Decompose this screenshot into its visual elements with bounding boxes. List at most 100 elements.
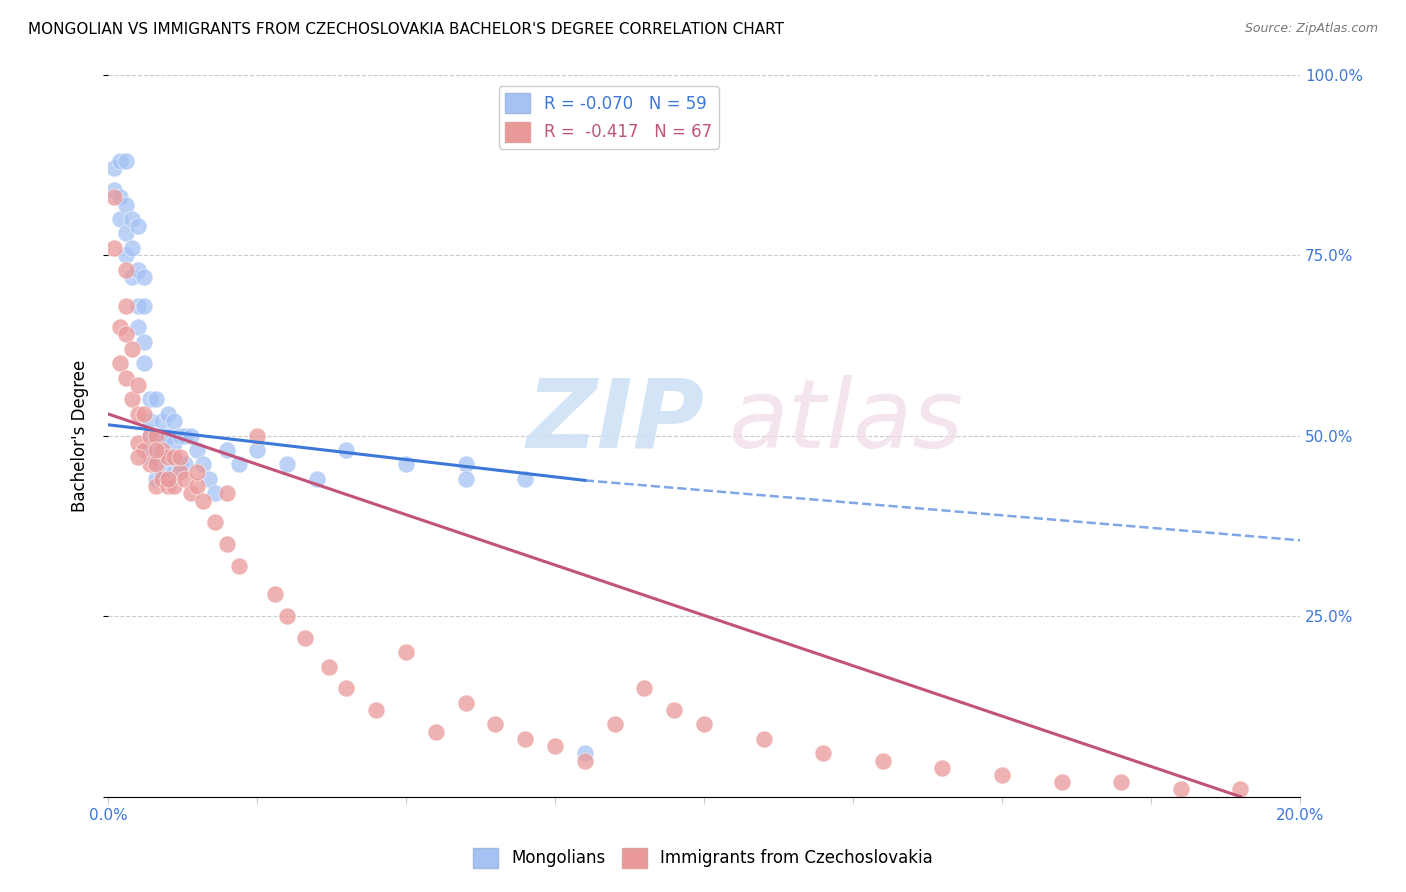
Point	[127, 299, 149, 313]
Point	[515, 472, 537, 486]
Point	[217, 486, 239, 500]
Point	[193, 493, 215, 508]
Point	[145, 450, 167, 465]
Point	[991, 768, 1014, 782]
Point	[1229, 782, 1251, 797]
Point	[454, 458, 477, 472]
Point	[180, 486, 202, 500]
Point	[1109, 775, 1132, 789]
Point	[108, 320, 131, 334]
Point	[204, 515, 226, 529]
Point	[156, 479, 179, 493]
Point	[204, 486, 226, 500]
Point	[138, 414, 160, 428]
Point	[156, 472, 179, 486]
Point	[108, 190, 131, 204]
Text: Source: ZipAtlas.com: Source: ZipAtlas.com	[1244, 22, 1378, 36]
Point	[198, 472, 221, 486]
Point	[115, 197, 138, 211]
Point	[132, 269, 155, 284]
Point	[132, 407, 155, 421]
Point	[115, 227, 138, 241]
Point	[335, 681, 357, 696]
Point	[174, 458, 197, 472]
Point	[264, 587, 287, 601]
Point	[872, 754, 894, 768]
Point	[138, 458, 160, 472]
Point	[335, 443, 357, 458]
Point	[693, 717, 716, 731]
Point	[454, 472, 477, 486]
Point	[127, 378, 149, 392]
Point	[169, 465, 191, 479]
Point	[366, 703, 388, 717]
Point	[156, 428, 179, 442]
Point	[156, 472, 179, 486]
Point	[180, 428, 202, 442]
Point	[1170, 782, 1192, 797]
Point	[108, 211, 131, 226]
Point	[132, 299, 155, 313]
Point	[169, 428, 191, 442]
Point	[103, 183, 125, 197]
Point	[127, 435, 149, 450]
Point	[186, 479, 208, 493]
Point	[156, 450, 179, 465]
Point	[150, 414, 173, 428]
Point	[603, 717, 626, 731]
Text: atlas: atlas	[728, 375, 963, 467]
Point	[186, 443, 208, 458]
Point	[484, 717, 506, 731]
Point	[132, 443, 155, 458]
Point	[162, 435, 184, 450]
Point	[156, 450, 179, 465]
Point	[162, 479, 184, 493]
Point	[145, 479, 167, 493]
Point	[121, 241, 143, 255]
Point	[931, 761, 953, 775]
Point	[574, 747, 596, 761]
Point	[115, 262, 138, 277]
Point	[115, 371, 138, 385]
Point	[138, 392, 160, 407]
Point	[121, 342, 143, 356]
Point	[127, 262, 149, 277]
Text: MONGOLIAN VS IMMIGRANTS FROM CZECHOSLOVAKIA BACHELOR'S DEGREE CORRELATION CHART: MONGOLIAN VS IMMIGRANTS FROM CZECHOSLOVA…	[28, 22, 785, 37]
Point	[132, 356, 155, 370]
Point	[246, 428, 269, 442]
Point	[150, 465, 173, 479]
Point	[169, 458, 191, 472]
Point	[145, 458, 167, 472]
Point	[395, 645, 418, 659]
Text: ZIP: ZIP	[526, 375, 704, 467]
Point	[108, 356, 131, 370]
Point	[162, 450, 184, 465]
Point	[228, 458, 250, 472]
Point	[574, 754, 596, 768]
Point	[108, 154, 131, 169]
Y-axis label: Bachelor's Degree: Bachelor's Degree	[72, 359, 89, 512]
Point	[246, 443, 269, 458]
Point	[145, 472, 167, 486]
Point	[305, 472, 328, 486]
Point	[121, 392, 143, 407]
Point	[395, 458, 418, 472]
Point	[132, 334, 155, 349]
Point	[156, 407, 179, 421]
Point	[515, 731, 537, 746]
Point	[103, 161, 125, 176]
Legend: Mongolians, Immigrants from Czechoslovakia: Mongolians, Immigrants from Czechoslovak…	[467, 841, 939, 875]
Point	[145, 392, 167, 407]
Point	[127, 320, 149, 334]
Point	[544, 739, 567, 753]
Point	[103, 190, 125, 204]
Point	[145, 428, 167, 442]
Point	[115, 248, 138, 262]
Point	[121, 269, 143, 284]
Point	[115, 154, 138, 169]
Point	[294, 631, 316, 645]
Point	[193, 458, 215, 472]
Point	[174, 472, 197, 486]
Point	[103, 241, 125, 255]
Point	[150, 435, 173, 450]
